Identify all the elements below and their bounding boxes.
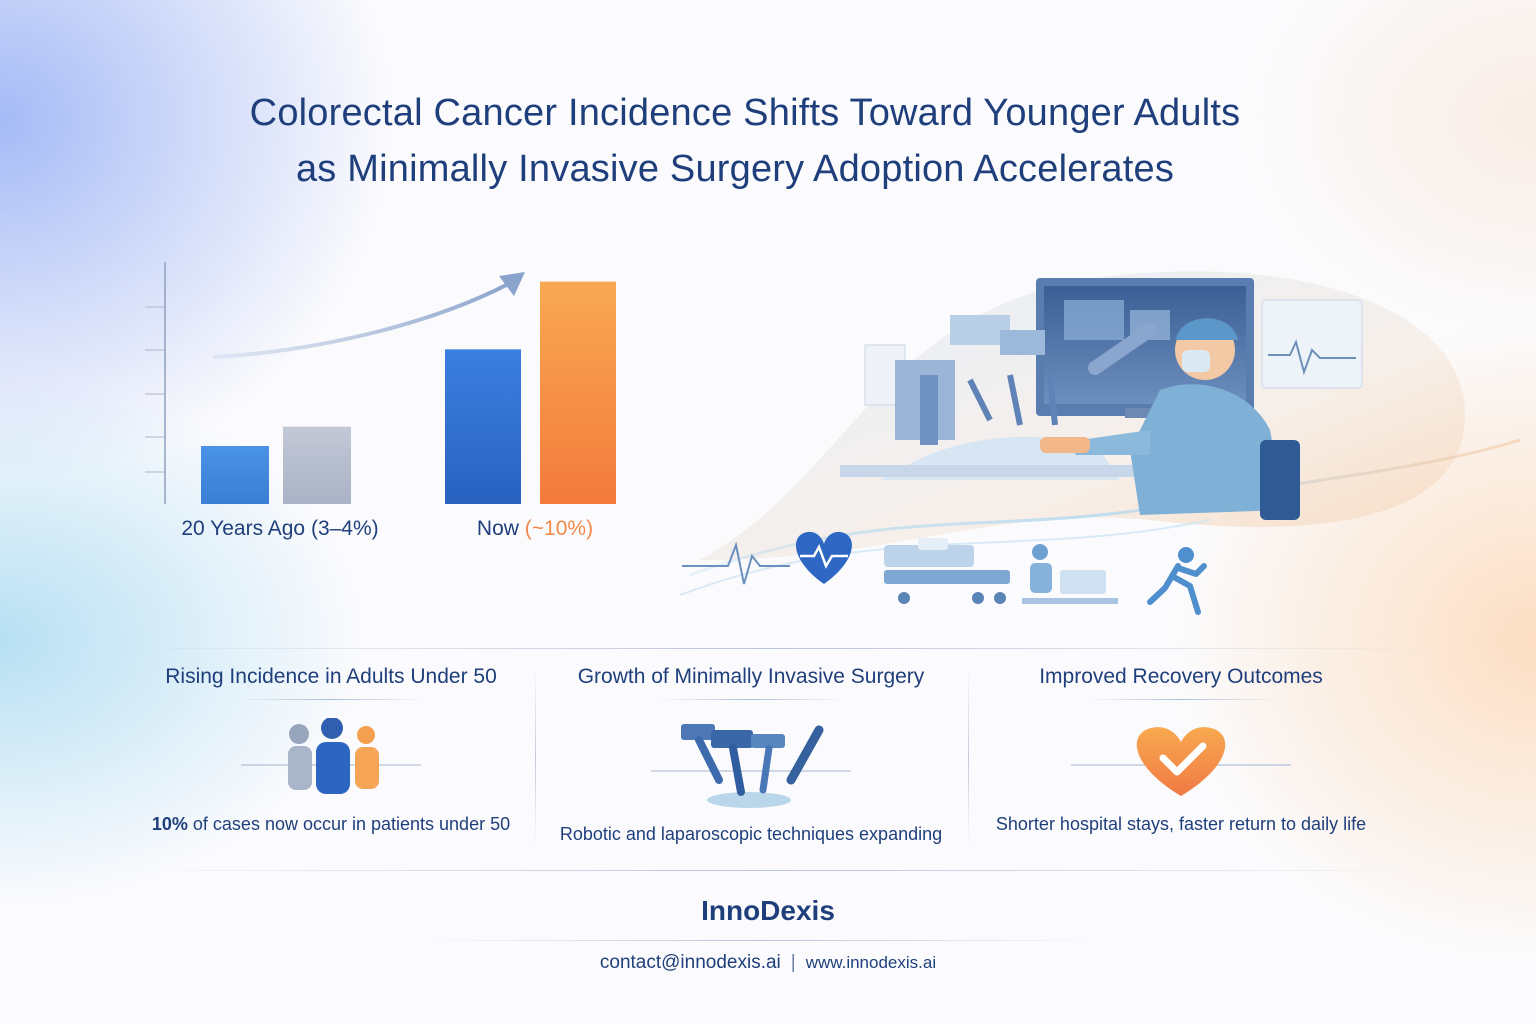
card-divider-1 <box>535 668 536 848</box>
card-title: Growth of Minimally Invasive Surgery <box>577 665 925 688</box>
contact-separator: | <box>790 952 796 973</box>
card-divider-2 <box>968 668 969 848</box>
card-description-highlight: 10% <box>151 814 188 834</box>
footer-divider <box>420 940 1100 941</box>
contact-email-link[interactable]: contact@innodexis.ai <box>599 952 781 973</box>
surgical-monitor <box>1036 278 1254 418</box>
incidence-bar-chart <box>40 262 680 505</box>
robotic-surgery-illustration <box>680 271 1520 615</box>
y-axis-ticks <box>145 306 165 473</box>
card-title: Rising Incidence in Adults Under 50 <box>165 665 497 688</box>
feature-card-incidence: Rising Incidence in Adults Under 50 10% … <box>116 665 546 835</box>
x-tick-label-now: Now (~10%) <box>440 517 630 541</box>
bar-now-1 <box>445 349 521 504</box>
x-tick-label-now-value: (~10%) <box>524 517 594 540</box>
heart-pulse-icon <box>796 531 852 584</box>
card-description: Robotic and laparoscopic techniques expa… <box>559 824 943 844</box>
card-description-text: of cases now occur in patients under 50 <box>187 814 511 834</box>
trend-arrow-head <box>499 272 525 296</box>
page-title-line-2: as Minimally Invasive Surgery Adoption A… <box>295 148 1175 190</box>
vital-signs-monitor <box>1261 299 1363 389</box>
section-divider-top <box>100 648 1440 649</box>
robot-arms <box>864 315 1157 445</box>
heartbeat-line-icon <box>682 541 790 585</box>
card-title-rule <box>656 699 846 700</box>
trend-arrow <box>213 280 514 359</box>
recovering-patient-icon <box>1022 544 1118 604</box>
x-tick-label-now-prefix: Now <box>476 517 525 540</box>
bar-past-1 <box>201 446 269 504</box>
feature-card-surgery: Growth of Minimally Invasive Surgery Rob… <box>536 665 966 845</box>
contact-line: contact@innodexis.ai | www.innodexis.ai <box>0 952 1536 974</box>
bar-past-2 <box>283 426 351 504</box>
heart-check-icon <box>1071 727 1291 796</box>
card-title-rule <box>1086 699 1276 700</box>
people-group-icon <box>241 718 421 794</box>
section-divider-bottom <box>100 870 1440 871</box>
card-title: Improved Recovery Outcomes <box>1039 665 1323 688</box>
surgeon-figure <box>1040 318 1300 520</box>
bar-now-2 <box>540 281 616 504</box>
running-person-icon <box>1147 547 1207 615</box>
robotic-instruments-icon <box>651 724 851 808</box>
feature-card-recovery: Improved Recovery Outcomes Shorter hospi… <box>966 665 1396 835</box>
x-tick-label-past: 20 Years Ago (3–4%) <box>181 517 379 540</box>
decorative-wave-2 <box>680 519 1211 596</box>
page-title-line-1: Colorectal Cancer Incidence Shifts Towar… <box>249 92 1241 134</box>
card-description: 10% of cases now occur in patients under… <box>116 814 546 835</box>
website-link[interactable]: www.innodexis.ai <box>805 953 937 972</box>
card-description: Shorter hospital stays, faster return to… <box>995 814 1367 834</box>
hospital-bed-icon <box>884 538 1010 604</box>
card-title-rule <box>236 699 426 700</box>
brand-name: InnoDexis <box>701 895 835 926</box>
